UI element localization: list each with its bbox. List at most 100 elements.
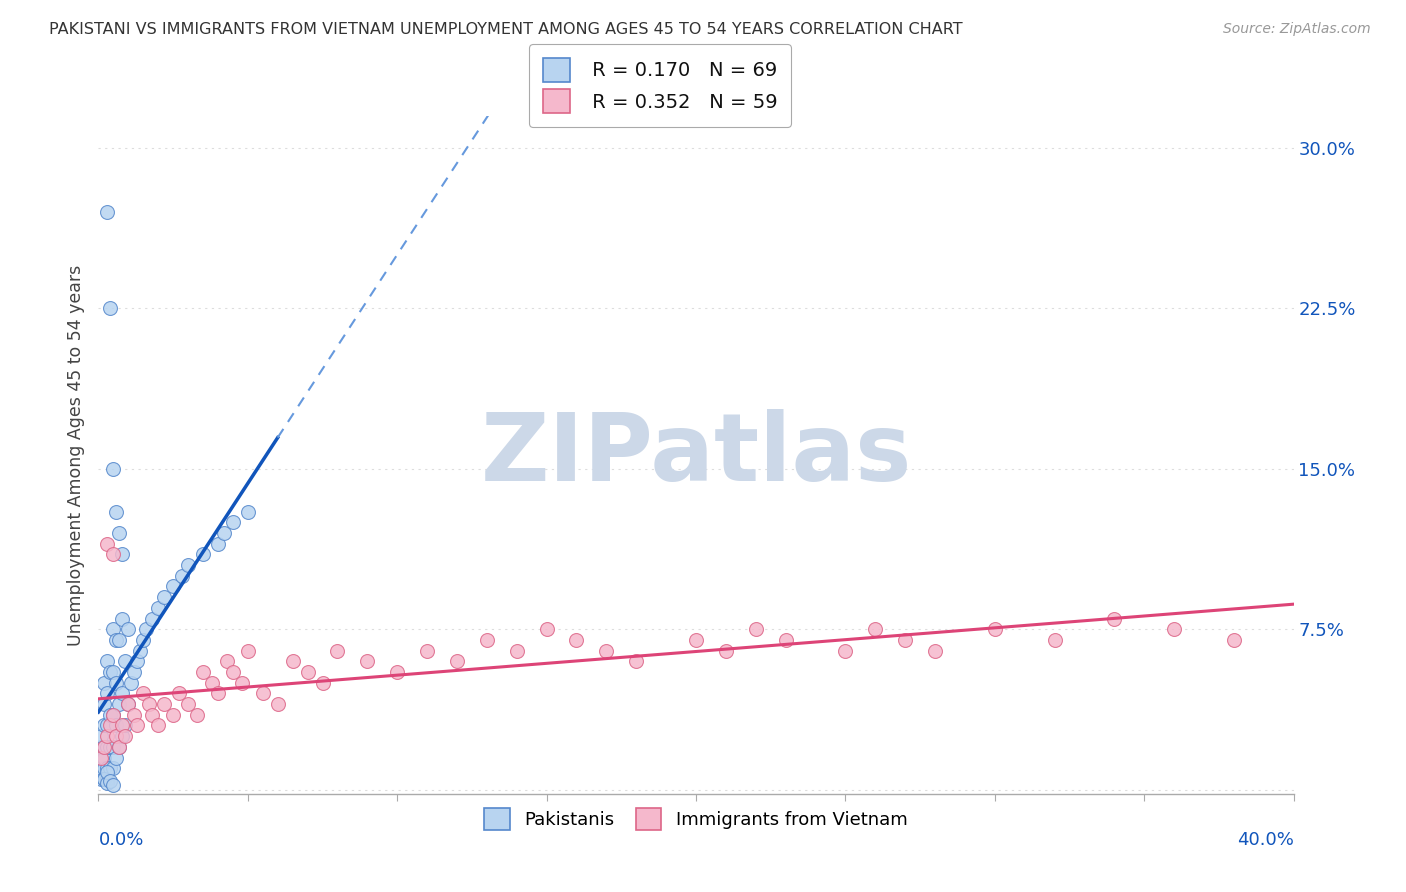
Point [93,761,115,775]
Point [222,665,245,679]
Point [98,761,122,775]
Point [96,718,118,732]
Point [138,697,160,711]
Point [212,526,235,541]
Point [111,686,134,700]
Point [207,686,229,700]
Point [93,772,115,786]
Point [117,697,139,711]
Text: PAKISTANI VS IMMIGRANTS FROM VIETNAM UNEMPLOYMENT AMONG AGES 45 TO 54 YEARS CORR: PAKISTANI VS IMMIGRANTS FROM VIETNAM UNE… [49,22,963,37]
Point [98,774,122,789]
Point [186,707,208,722]
Point [153,697,176,711]
Point [148,718,170,732]
Point [124,665,146,679]
Point [96,686,118,700]
Point [103,707,125,722]
Point [215,654,238,668]
Point [111,718,134,732]
Point [326,643,349,657]
Point [236,505,259,519]
Point [162,707,184,722]
Point [416,643,439,657]
Point [626,654,648,668]
Point [96,739,118,754]
Point [103,665,125,679]
Point [117,622,139,636]
Point [105,718,128,732]
Point [984,622,1007,636]
Point [865,622,887,636]
Point [565,632,588,647]
Point [775,632,797,647]
Point [93,772,115,786]
Point [90,739,112,754]
Point [834,643,856,657]
Point [117,697,139,711]
Point [177,558,200,572]
Point [90,729,112,743]
Point [96,776,118,790]
Point [93,718,115,732]
Point [93,739,115,754]
Point [103,707,125,722]
Point [162,579,184,593]
Point [267,697,290,711]
Point [745,622,768,636]
Point [124,707,146,722]
Text: 40.0%: 40.0% [1237,831,1294,849]
Point [356,654,378,668]
Point [96,772,118,786]
Point [1223,632,1246,647]
Point [90,750,112,764]
Point [506,643,529,657]
Point [127,718,149,732]
Point [103,761,125,775]
Point [105,675,128,690]
Y-axis label: Unemployment Among Ages 45 to 54 years: Unemployment Among Ages 45 to 54 years [66,264,84,646]
Point [93,739,115,754]
Point [103,462,125,476]
Point [201,675,224,690]
Point [90,772,112,786]
Text: ZIPatlas: ZIPatlas [481,409,911,501]
Point [167,686,190,700]
Point [120,675,142,690]
Point [1163,622,1185,636]
Point [98,707,122,722]
Point [141,707,163,722]
Point [311,675,333,690]
Point [924,643,946,657]
Point [127,654,149,668]
Point [103,778,125,792]
Point [98,301,122,316]
Point [177,697,200,711]
Point [297,665,319,679]
Text: 0.0%: 0.0% [98,831,143,849]
Point [132,632,155,647]
Point [96,536,118,550]
Point [1104,611,1126,625]
Point [96,761,118,775]
Point [114,718,136,732]
Point [93,675,115,690]
Point [252,686,274,700]
Point [207,536,229,550]
Point [685,632,707,647]
Point [96,765,118,780]
Point [595,643,617,657]
Point [111,611,134,625]
Point [132,686,155,700]
Point [114,729,136,743]
Point [108,697,131,711]
Point [148,600,170,615]
Point [93,697,115,711]
Point [96,205,118,219]
Point [105,750,128,764]
Point [98,739,122,754]
Point [222,516,245,530]
Point [153,590,176,604]
Point [385,665,409,679]
Point [108,739,131,754]
Point [1043,632,1066,647]
